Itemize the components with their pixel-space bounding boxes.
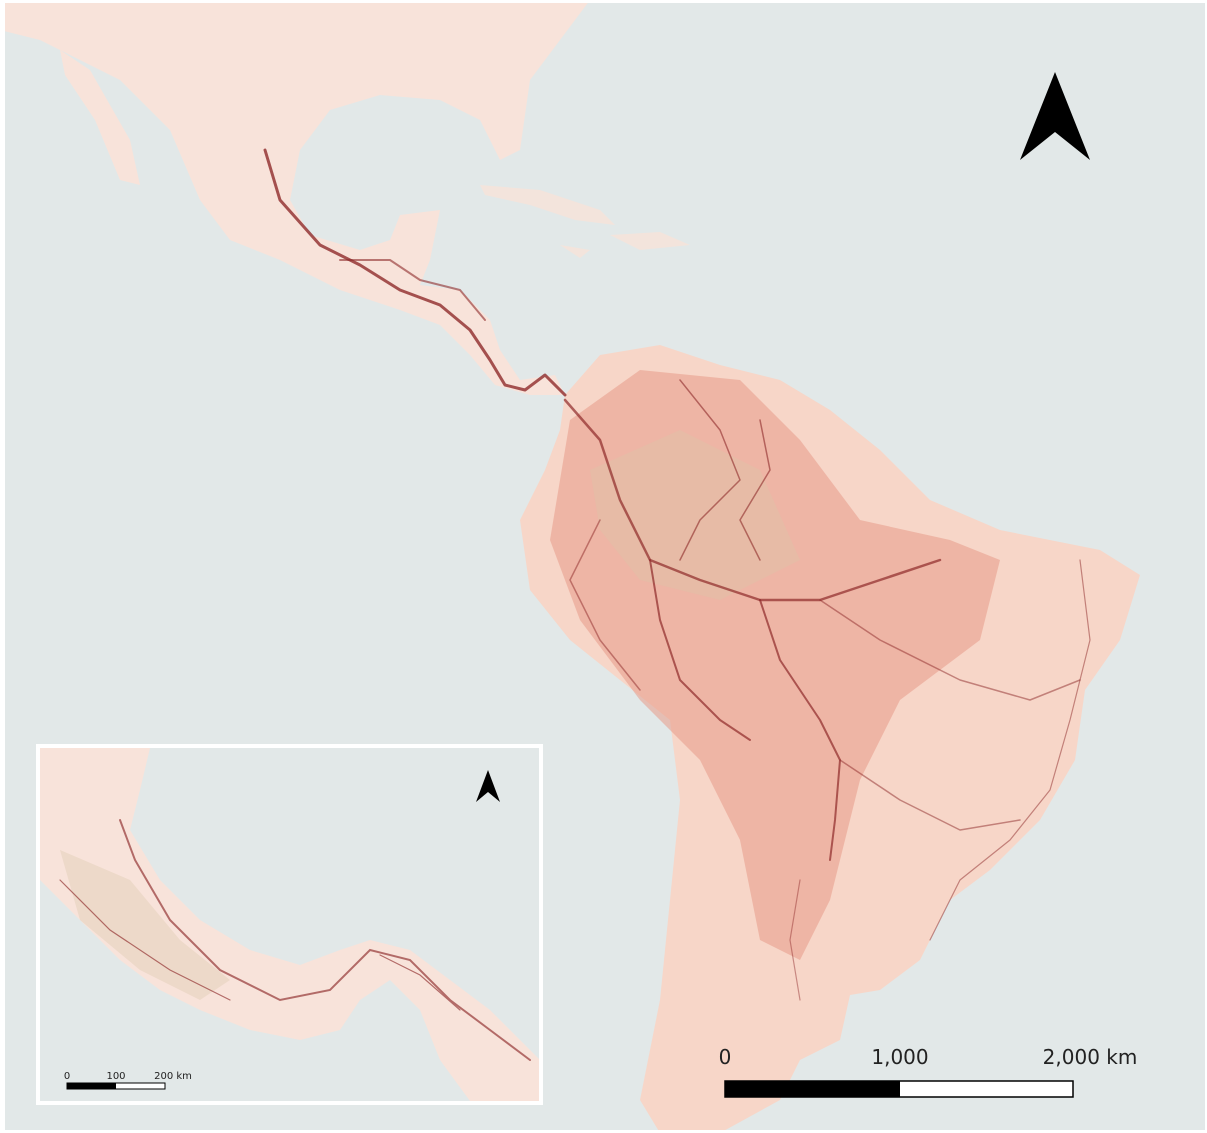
inset-scale-label: 200 km [154, 1071, 192, 1082]
inset-scale-black [67, 1083, 116, 1089]
inset-map: 0 100 200 km [38, 746, 541, 1103]
scale-label: 0 [719, 1045, 732, 1069]
inset-scale-label: 100 [106, 1071, 125, 1082]
scale-label: 2,000 km [1043, 1045, 1138, 1069]
inset-scale-label: 0 [64, 1071, 70, 1082]
map: 0 1,000 2,000 km 0 100 200 km [0, 0, 1207, 1133]
scale-label: 1,000 [871, 1045, 928, 1069]
page: 0 1,000 2,000 km 0 100 200 km (() => { c… [0, 0, 1207, 1133]
scale-bar-black [725, 1081, 900, 1097]
